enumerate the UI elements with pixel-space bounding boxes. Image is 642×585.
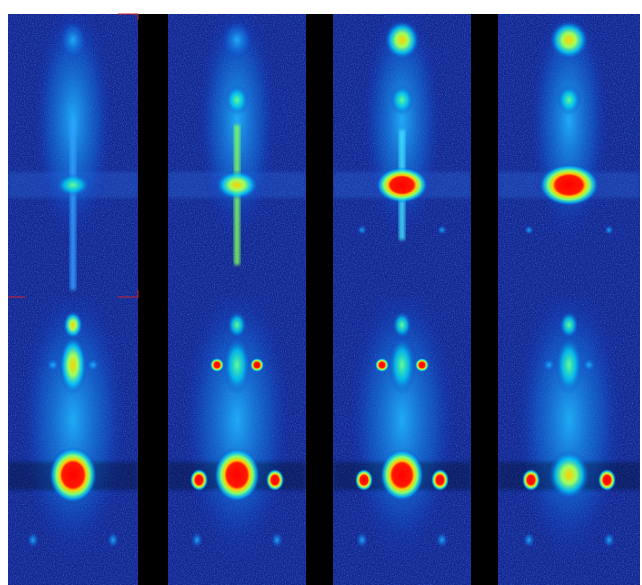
signal [59, 20, 87, 60]
signal [49, 447, 97, 503]
signal [271, 532, 283, 548]
signal [542, 358, 556, 372]
signal [215, 170, 259, 200]
separator [138, 14, 168, 585]
signal [225, 85, 249, 115]
signal [55, 173, 91, 197]
image-panel [8, 0, 138, 297]
signal [392, 311, 412, 339]
signal [388, 335, 416, 395]
signal [557, 85, 581, 115]
signal [107, 532, 119, 548]
signal [390, 85, 414, 115]
signal [191, 532, 203, 548]
signal [357, 225, 367, 235]
image-panel [8, 280, 138, 585]
signal [437, 225, 447, 235]
signal [250, 358, 264, 372]
signal [355, 469, 373, 491]
signal [380, 449, 424, 501]
signal [59, 335, 87, 395]
image-panel [168, 280, 306, 585]
signal [384, 20, 420, 60]
image-panel [333, 0, 471, 297]
signal [63, 311, 83, 339]
image-panel [168, 0, 306, 297]
signal [376, 167, 428, 203]
signal [214, 448, 260, 502]
separator [471, 14, 498, 585]
signal [539, 164, 599, 206]
signal [549, 20, 589, 60]
signal [210, 358, 224, 372]
signal [522, 469, 540, 491]
signal [227, 311, 247, 339]
separator [0, 14, 8, 585]
signal [27, 532, 39, 548]
signal [436, 532, 448, 548]
image-panel [498, 0, 640, 297]
signal [598, 469, 616, 491]
signal [46, 358, 60, 372]
signal [223, 335, 251, 395]
signal [86, 358, 100, 372]
separator [306, 14, 333, 585]
signal [431, 469, 449, 491]
signal [415, 358, 429, 372]
image-panel [333, 280, 471, 585]
signal [524, 225, 534, 235]
signal [603, 532, 615, 548]
signal [555, 335, 583, 395]
signal [356, 532, 368, 548]
signal [548, 450, 590, 500]
signal [582, 358, 596, 372]
signal [559, 311, 579, 339]
imaging-screenshot [0, 0, 642, 585]
signal [375, 358, 389, 372]
signal [221, 20, 253, 60]
signal [523, 532, 535, 548]
vessel [70, 120, 76, 290]
signal [190, 469, 208, 491]
panel-group [0, 0, 640, 585]
signal [604, 225, 614, 235]
image-panel [498, 280, 640, 585]
signal [266, 469, 284, 491]
